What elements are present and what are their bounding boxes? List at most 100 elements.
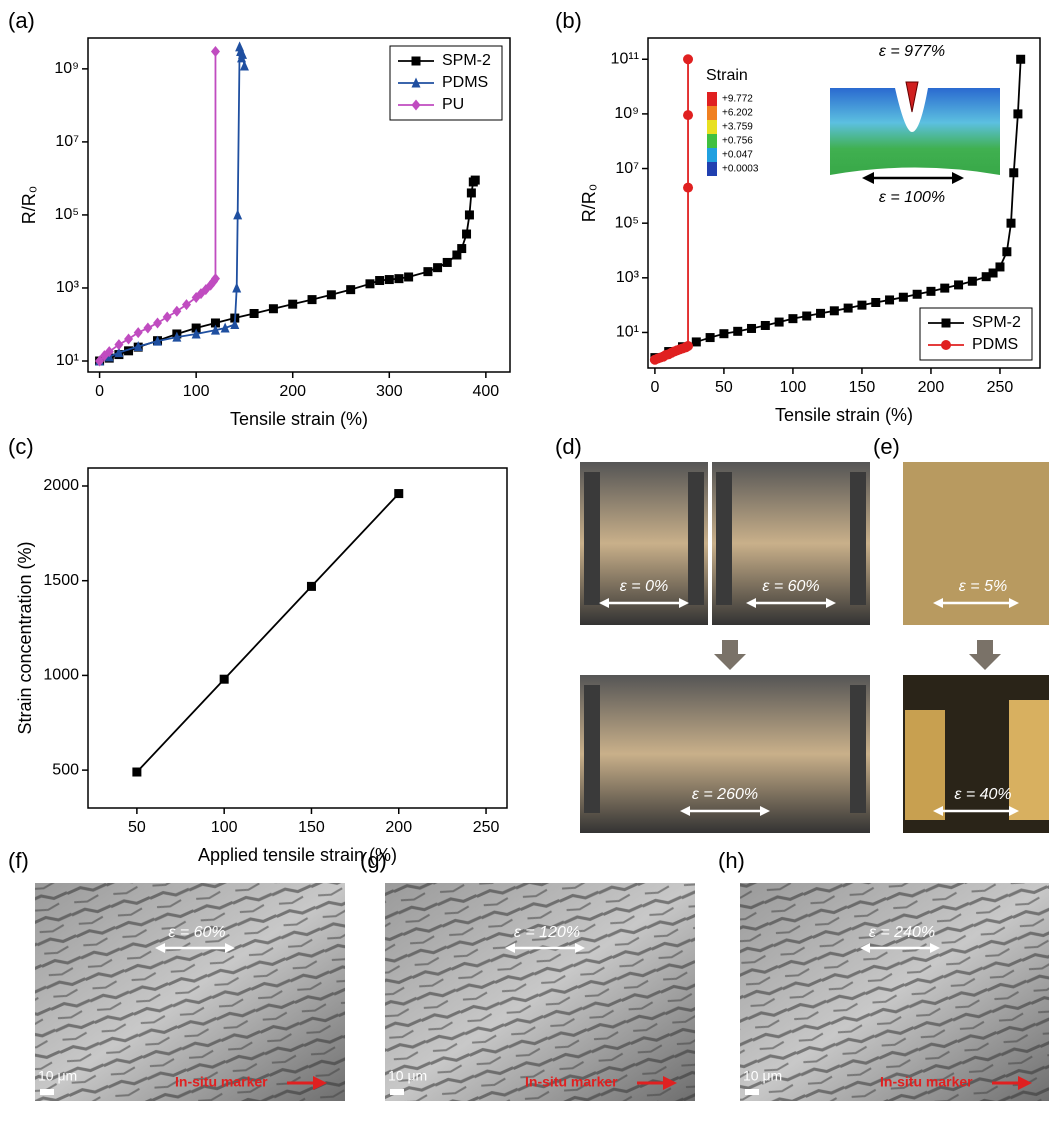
marker <box>211 46 220 57</box>
x-tick-label: 100 <box>780 379 807 396</box>
marker <box>385 275 394 284</box>
marker <box>913 290 922 299</box>
marker <box>327 290 336 299</box>
marker <box>394 489 403 498</box>
notch-arrow <box>906 82 918 112</box>
marker <box>1002 247 1011 256</box>
marker <box>163 312 172 323</box>
x-tick-label: 200 <box>918 379 945 396</box>
y-axis-label: R/R₀ <box>19 186 39 224</box>
scale-bar <box>745 1089 759 1095</box>
marker <box>683 54 693 64</box>
x-tick-label: 400 <box>473 383 500 400</box>
photo <box>903 462 1049 625</box>
strain-caption: ε = 60% <box>762 578 819 595</box>
strain-caption: ε = 40% <box>954 786 1011 803</box>
marker <box>467 188 476 197</box>
marker-label: In-situ marker <box>175 1074 268 1090</box>
colorbar-label: +0.756 <box>722 136 753 147</box>
y-tick-label: 10⁹ <box>614 105 639 122</box>
marker <box>114 339 123 350</box>
clamp <box>850 685 866 813</box>
marker <box>471 176 480 185</box>
panel-label: (e) <box>873 434 900 459</box>
y-tick-label: 10⁷ <box>615 160 639 177</box>
y-tick-label: 500 <box>52 761 79 778</box>
scale-bar-label: 10 μm <box>38 1068 77 1084</box>
colorbar-label: +0.047 <box>722 150 753 161</box>
colorbar-swatch <box>707 106 717 120</box>
y-tick-label: 10⁵ <box>615 214 639 231</box>
panel-label: (c) <box>8 434 34 459</box>
marker <box>954 280 963 289</box>
marker <box>423 267 432 276</box>
colorbar-swatch <box>707 148 717 162</box>
x-tick-label: 0 <box>650 379 659 396</box>
photo <box>712 462 870 625</box>
marker <box>683 183 693 193</box>
marker <box>153 317 162 328</box>
process-arrow <box>969 640 1001 670</box>
legend-label: PDMS <box>442 74 488 91</box>
x-tick-label: 200 <box>385 819 412 836</box>
marker <box>1009 168 1018 177</box>
colorbar-swatch <box>707 120 717 134</box>
panel-label: (g) <box>360 848 387 873</box>
marker <box>232 282 241 292</box>
marker <box>968 277 977 286</box>
strain-caption: ε = 120% <box>514 924 580 941</box>
strain-caption: ε = 0% <box>620 578 668 595</box>
colorbar-swatch <box>707 92 717 106</box>
marker <box>706 333 715 342</box>
y-tick-label: 10¹ <box>616 324 639 341</box>
x-tick-label: 250 <box>473 819 500 836</box>
marker <box>683 110 693 120</box>
y-tick-label: 10⁷ <box>55 133 79 150</box>
y-tick-label: 10¹¹ <box>611 50 639 67</box>
colorbar-label: +3.759 <box>722 122 753 133</box>
panel-label: (b) <box>555 8 582 33</box>
x-tick-label: 150 <box>298 819 325 836</box>
arrow-head <box>862 172 874 184</box>
marker <box>692 337 701 346</box>
figure: (a)010020030040010¹10³10⁵10⁷10⁹Tensile s… <box>0 0 1049 1144</box>
marker <box>788 314 797 323</box>
scale-bar-label: 10 μm <box>388 1068 427 1084</box>
marker-label: In-situ marker <box>880 1074 973 1090</box>
fea-shape <box>830 88 1000 175</box>
panel-label: (a) <box>8 8 35 33</box>
marker <box>465 210 474 219</box>
marker <box>995 262 1004 271</box>
marker <box>857 301 866 310</box>
photo <box>580 675 870 833</box>
marker <box>747 324 756 333</box>
y-axis-label: Strain concentration (%) <box>15 541 35 734</box>
marker <box>394 274 403 283</box>
series-line <box>137 494 399 772</box>
strain-caption: ε = 5% <box>959 578 1007 595</box>
inset-notch-label: ε = 977% <box>879 43 945 60</box>
x-tick-label: 150 <box>849 379 876 396</box>
marker <box>134 327 143 338</box>
marker <box>830 306 839 315</box>
marker <box>719 329 728 338</box>
marker <box>844 304 853 313</box>
process-arrow <box>714 640 746 670</box>
marker <box>443 258 452 267</box>
marker <box>733 327 742 336</box>
marker <box>288 300 297 309</box>
panel-label: (f) <box>8 848 29 873</box>
series-line <box>100 180 476 361</box>
marker <box>250 309 259 318</box>
panel-label: (h) <box>718 848 745 873</box>
marker <box>942 319 951 328</box>
colorbar-label: +6.202 <box>722 108 753 119</box>
marker <box>761 321 770 330</box>
y-tick-label: 10³ <box>616 269 640 286</box>
y-tick-label: 1500 <box>43 572 79 589</box>
y-tick-label: 10⁹ <box>54 60 79 77</box>
y-tick-label: 10³ <box>56 279 80 296</box>
x-tick-label: 300 <box>376 383 403 400</box>
legend-label: PDMS <box>972 336 1018 353</box>
marker <box>816 309 825 318</box>
